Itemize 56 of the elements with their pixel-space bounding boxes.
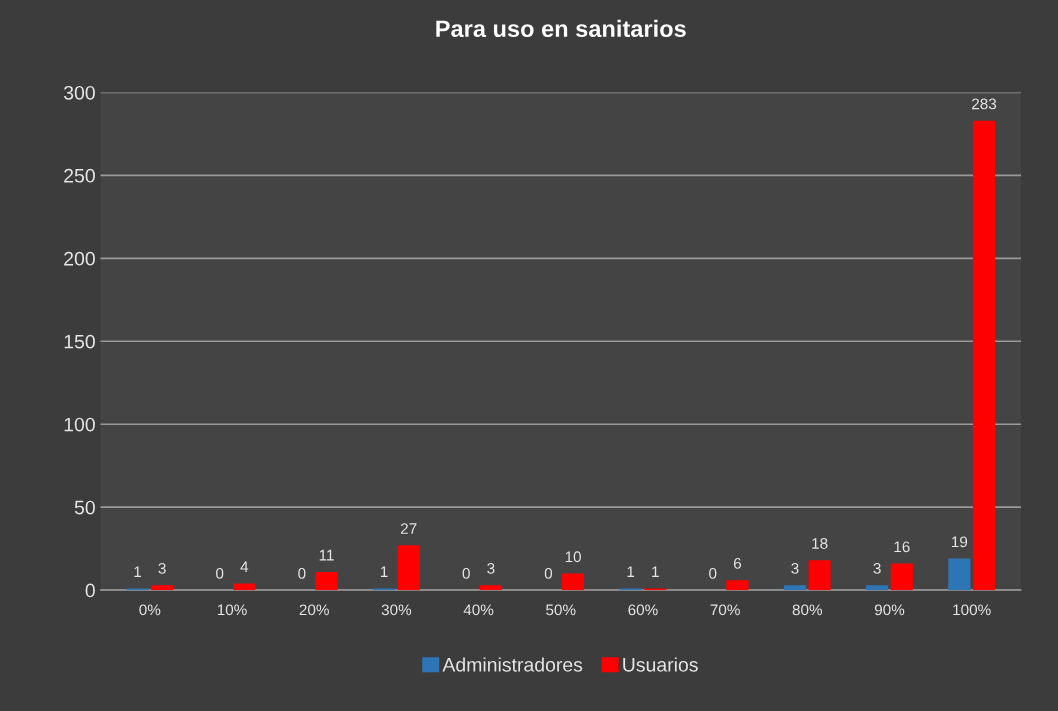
y-tick-label: 150 [64, 334, 95, 349]
data-label: 3 [873, 562, 881, 574]
x-tick-label: 70% [710, 604, 740, 616]
x-tick-label: 90% [874, 604, 905, 616]
y-tick-label: 200 [64, 251, 95, 266]
y-tick-label: 100 [64, 417, 95, 432]
data-label: 1 [652, 566, 659, 577]
data-label: 0 [544, 567, 553, 579]
data-label: 11 [319, 549, 334, 561]
x-tick-label: 60% [628, 604, 658, 616]
data-label: 6 [733, 558, 742, 569]
data-label: 19 [952, 536, 968, 548]
data-label: 16 [894, 541, 910, 553]
bar [561, 573, 585, 591]
data-label: 0 [462, 567, 470, 579]
data-label: 0 [709, 567, 717, 579]
x-tick-label: 40% [463, 604, 494, 616]
bar [151, 585, 174, 591]
data-label: 1 [134, 566, 141, 577]
y-tick-label: 50 [74, 500, 95, 515]
x-tick-label: 0% [139, 604, 161, 616]
bar [948, 558, 971, 591]
bar [397, 545, 420, 591]
data-label: 283 [972, 98, 997, 110]
data-label: 4 [240, 561, 249, 572]
data-label: 0 [216, 567, 224, 579]
data-label: 18 [812, 538, 828, 549]
x-tick-label: 10% [217, 604, 247, 616]
legend-label: Administradores [442, 657, 583, 672]
y-tick-label: 250 [64, 168, 95, 183]
data-label: 0 [298, 567, 306, 579]
chart-title: Para uso en sanitarios [436, 19, 686, 38]
bar [808, 560, 831, 591]
data-label: 27 [400, 523, 417, 534]
data-label: 1 [627, 566, 635, 577]
x-tick-label: 100% [953, 604, 991, 616]
data-label: 3 [487, 562, 495, 574]
bar [783, 585, 807, 591]
data-label: 3 [791, 562, 799, 574]
data-label: 1 [380, 566, 388, 577]
legend-label: Usuarios [623, 657, 698, 672]
data-label: 3 [158, 562, 166, 574]
bar [726, 580, 749, 591]
bar [890, 563, 913, 591]
bar [233, 583, 256, 591]
data-label: 10 [565, 551, 581, 563]
x-tick-label: 50% [546, 604, 576, 616]
bar [866, 585, 889, 591]
y-tick-label: 300 [63, 85, 95, 100]
x-tick-label: 80% [792, 604, 823, 616]
bar [972, 120, 996, 591]
bar [315, 571, 338, 591]
x-tick-label: 20% [299, 604, 329, 616]
y-tick-label: 0 [85, 583, 95, 598]
x-tick-label: 30% [381, 604, 412, 616]
bar [479, 585, 502, 591]
